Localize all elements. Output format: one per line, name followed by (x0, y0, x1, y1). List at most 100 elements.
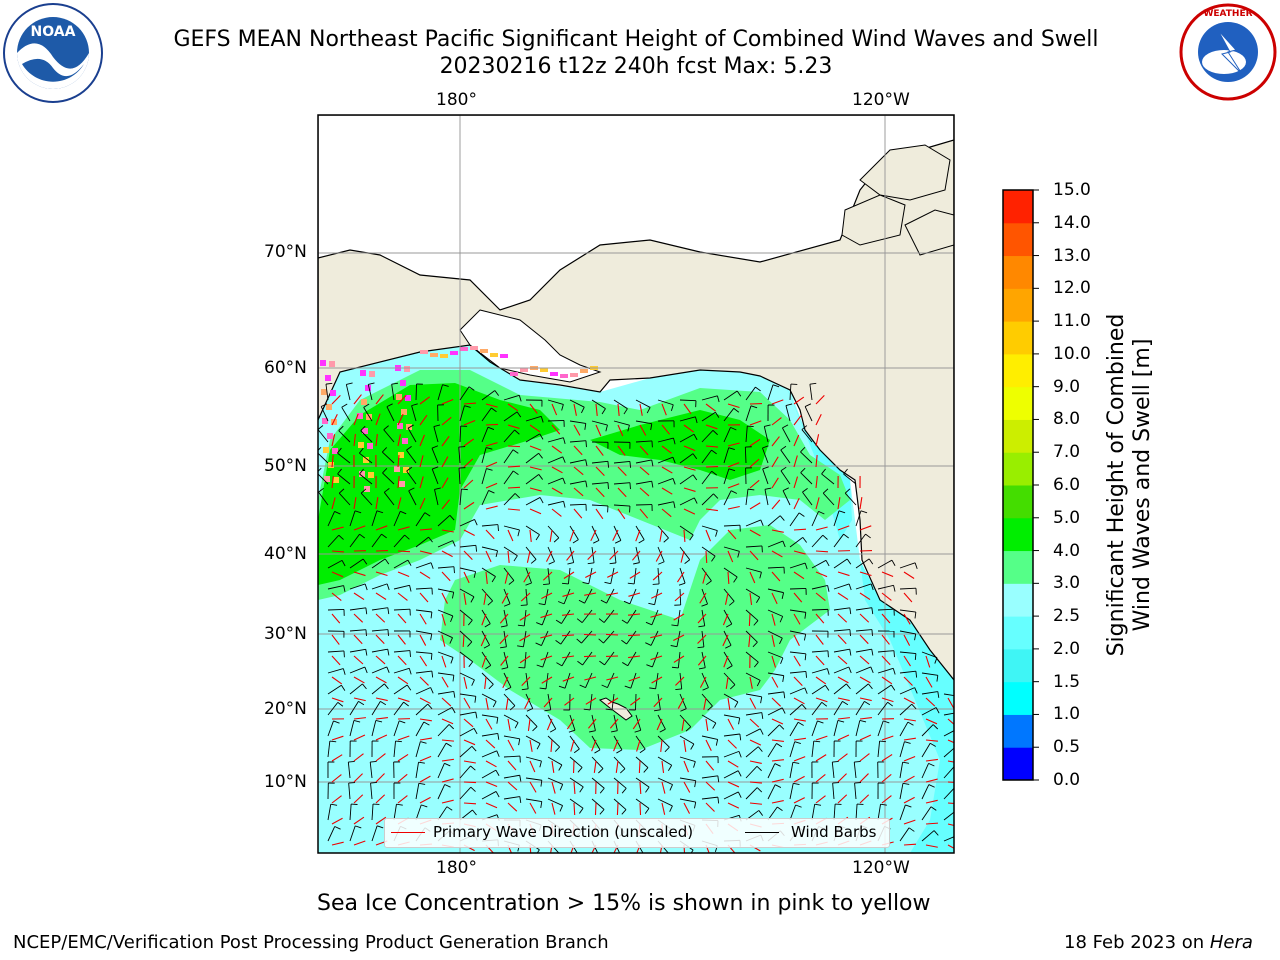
wind-barb-feather (500, 646, 507, 649)
wind-barb (327, 608, 345, 611)
wind-barb (437, 609, 454, 617)
wave-direction-arrow (815, 394, 825, 405)
wave-direction-arrow (331, 817, 343, 825)
wind-barb-feather (623, 408, 628, 415)
colorbar-segment (1003, 616, 1033, 650)
wind-barb-feather (712, 430, 718, 436)
wind-barb (348, 783, 351, 800)
sea-ice-cell (490, 353, 498, 357)
wind-barb (745, 426, 748, 443)
wind-barb (611, 693, 615, 710)
wave-direction-arrow (771, 436, 780, 447)
wind-barb-feather (576, 638, 582, 644)
wind-barb (613, 756, 626, 769)
wind-barb (855, 720, 861, 737)
wind-barb (363, 407, 373, 422)
wind-barb-feather (653, 709, 661, 712)
wind-barb (437, 630, 453, 639)
wave-direction-arrow (683, 802, 691, 814)
sea-ice-cell (361, 399, 367, 405)
wave-direction-arrow (881, 735, 894, 741)
wave-direction-line-swatch (391, 832, 425, 833)
wind-barb (789, 588, 807, 590)
wind-barb (547, 525, 560, 539)
wave-direction-arrow (615, 760, 619, 773)
wind-barb-feather (496, 717, 499, 724)
wind-barb (701, 470, 713, 485)
wave-direction-arrow (419, 697, 431, 705)
wind-barb (657, 567, 660, 584)
wind-barb (877, 684, 892, 695)
wind-barb-feather (562, 477, 566, 485)
wind-barb (679, 453, 694, 464)
wind-barb (635, 735, 646, 750)
wave-direction-arrow (903, 737, 916, 741)
wind-barb (723, 651, 733, 666)
wind-barb (723, 588, 735, 602)
wave-direction-arrow (481, 655, 487, 668)
wind-barb (525, 497, 541, 506)
wave-direction-arrow (441, 436, 450, 447)
wave-direction-arrow (419, 613, 427, 625)
wave-direction-arrow (463, 419, 476, 426)
wind-barb-feather (673, 501, 676, 509)
wind-barb (767, 651, 784, 659)
wave-direction-arrow (529, 760, 536, 773)
wave-direction-arrow (727, 483, 740, 489)
wind-barb (503, 429, 515, 443)
wind-barb (877, 559, 893, 569)
wave-direction-arrow (749, 571, 756, 584)
wave-direction-arrow (353, 676, 365, 684)
sea-ice-cell (394, 466, 400, 472)
wave-direction-arrow (793, 775, 805, 783)
wind-barb (789, 609, 806, 613)
wind-barb (393, 741, 396, 758)
footer-host: Hera (1209, 932, 1253, 953)
wave-direction-arrow (630, 697, 641, 706)
wind-barb-feather (333, 720, 340, 724)
wave-direction-arrow (749, 676, 753, 689)
wave-direction-arrow (771, 718, 784, 725)
wave-direction-arrow (419, 571, 431, 579)
wave-direction-arrow (595, 445, 604, 456)
wind-barb (780, 470, 791, 485)
wind-barb (408, 490, 417, 506)
wave-direction-arrow (419, 396, 430, 405)
wind-barb (327, 684, 342, 695)
wave-direction-arrow (529, 508, 542, 515)
wave-direction-arrow (661, 424, 670, 435)
wind-barb (745, 545, 762, 548)
wave-direction-arrow (595, 466, 605, 476)
wind-barb (789, 671, 806, 674)
wind-barb (437, 651, 454, 658)
wind-barb-feather (508, 580, 515, 585)
wind-barb (327, 741, 331, 758)
wave-direction-arrow (815, 550, 829, 553)
wind-barb (383, 429, 395, 443)
wind-barb-feather (669, 805, 673, 812)
wave-direction-arrow (650, 634, 663, 639)
wind-barb-feather (464, 405, 471, 408)
wind-barb (569, 440, 586, 443)
wind-barb-feather (376, 825, 384, 829)
wind-barb-feather (759, 728, 764, 735)
sea-ice-cell (420, 350, 428, 354)
wind-barb-feather (785, 403, 793, 406)
wave-direction-arrow (749, 479, 760, 489)
wind-barb-feather (430, 687, 434, 694)
wind-barb-feather (904, 741, 911, 744)
colorbar-segment (1003, 222, 1033, 257)
wind-barb (767, 724, 780, 737)
wind-barb-feather (404, 534, 410, 540)
wind-barb-feather (659, 728, 666, 733)
wind-barb (679, 777, 696, 782)
wave-direction-arrow (727, 781, 740, 788)
wind-barb-feather (701, 603, 708, 607)
wave-direction-arrow (837, 497, 841, 510)
wave-direction-arrow (815, 613, 825, 624)
wave-direction-arrow (859, 525, 872, 531)
wind-barb (723, 390, 738, 401)
wind-barb (701, 775, 718, 779)
wave-direction-arrow (749, 739, 762, 746)
wind-barb (567, 567, 571, 584)
